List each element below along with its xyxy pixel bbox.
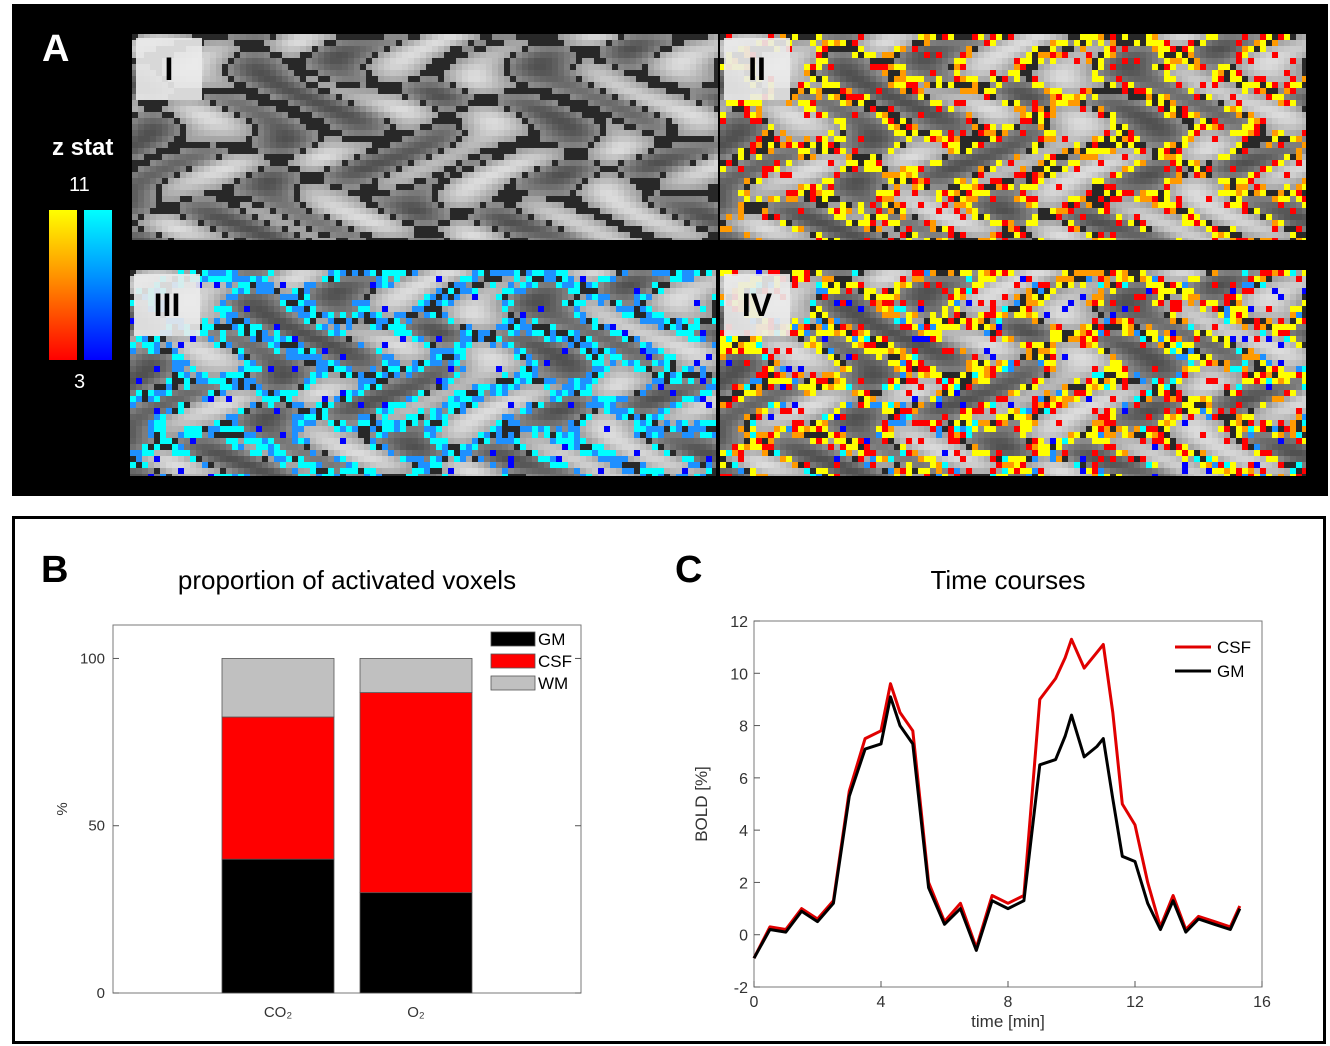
slice-svg (130, 270, 716, 476)
line-xtick-label: 12 (1126, 994, 1144, 1011)
line-plot-area (753, 620, 1263, 988)
line-xtick-label: 8 (1004, 994, 1013, 1011)
bar-legend-swatch (490, 631, 536, 647)
bar-segment-csf (221, 716, 335, 860)
line-xtick-label: 16 (1253, 994, 1271, 1011)
colorbar-max-label: 11 (69, 174, 90, 196)
bar-ytick-label: 0 (97, 985, 105, 1002)
line-xtick-label: 4 (877, 994, 886, 1011)
bar-ylabel: % (54, 802, 71, 815)
slice-svg (132, 34, 718, 240)
slice-image-iii: III (130, 270, 716, 476)
line-xlabel: time [min] (971, 1012, 1045, 1031)
slice-svg (720, 270, 1306, 476)
line-ylabel: BOLD [%] (692, 766, 711, 842)
line-ytick-label: 4 (739, 823, 748, 840)
colorbar-title: z stat (52, 134, 114, 161)
colorbar-min-label: 3 (74, 371, 86, 393)
line-ytick-label: 10 (730, 666, 748, 683)
bar-category-label: CO₂ (264, 1004, 293, 1021)
slice-label-iii: III (134, 274, 200, 336)
bar-legend-swatch (490, 653, 536, 669)
bar-chart-title: proportion of activated voxels (178, 565, 516, 595)
bar-legend-swatch (490, 675, 536, 691)
bar-legend-label: CSF (538, 652, 572, 671)
bar-category-label: O₂ (407, 1004, 425, 1021)
bar-segment-gm (221, 858, 335, 994)
line-chart-title: Time courses (930, 565, 1085, 595)
bar-segment-gm (359, 892, 473, 994)
bar-legend-label: GM (538, 630, 565, 649)
slice-image-i: I (132, 34, 718, 240)
line-ytick-label: 0 (739, 928, 748, 945)
colorbar-warm (49, 210, 77, 360)
bar-segment-csf (359, 692, 473, 894)
slice-image-iv: IV (720, 270, 1306, 476)
line-xtick-label: 0 (750, 994, 759, 1011)
bar-legend-label: WM (538, 674, 568, 693)
panel-b-label: B (41, 549, 69, 591)
bar-segment-wm (359, 658, 473, 693)
bar-ytick-label: 100 (80, 650, 105, 667)
panel-c-label: C (675, 549, 703, 591)
slice-label-i: I (136, 38, 202, 100)
slice-image-ii: II (720, 34, 1306, 240)
slice-label-iv: IV (724, 274, 790, 336)
bar-chart: proportion of activated voxels 0 50 100% CO₂… (54, 565, 582, 1021)
panel-bc-frame: B C proportion of activated voxels 0 50 100… (12, 516, 1326, 1044)
line-ytick-label: 8 (739, 719, 748, 736)
line-ytick-label: -2 (734, 980, 748, 997)
line-legend-label: CSF (1217, 638, 1251, 657)
colorbar-cool (84, 210, 112, 360)
line-ytick-label: 2 (739, 875, 748, 892)
slice-label-ii: II (724, 38, 790, 100)
slice-svg (720, 34, 1306, 240)
bar-ytick-label: 50 (88, 818, 105, 835)
panel-a: A z stat 11 3 I II III IV (12, 4, 1328, 496)
bar-segment-wm (221, 658, 335, 718)
series-line-gm (752, 695, 1242, 959)
line-legend-label: GM (1217, 662, 1244, 681)
line-ytick-label: 6 (739, 771, 748, 788)
panel-a-label: A (42, 28, 70, 70)
line-ytick-label: 12 (730, 614, 748, 631)
